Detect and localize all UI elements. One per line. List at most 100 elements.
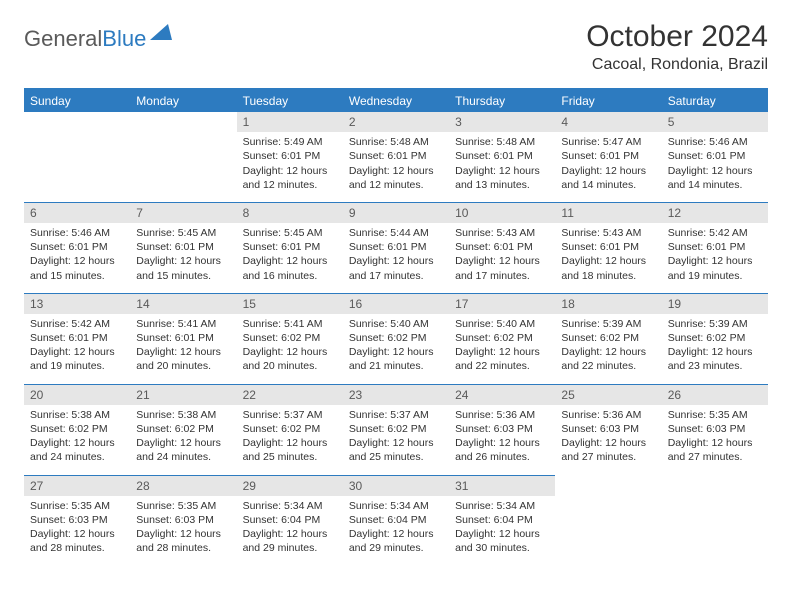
day-body: Sunrise: 5:46 AMSunset: 6:01 PMDaylight:…: [24, 223, 130, 293]
sunset-line: Sunset: 6:01 PM: [455, 240, 549, 254]
day-body: Sunrise: 5:37 AMSunset: 6:02 PMDaylight:…: [237, 405, 343, 475]
logo-word1: General: [24, 26, 102, 51]
calendar-cell: 15Sunrise: 5:41 AMSunset: 6:02 PMDayligh…: [237, 293, 343, 384]
daylight-line: Daylight: 12 hours and 20 minutes.: [136, 345, 230, 373]
daylight-line: Daylight: 12 hours and 15 minutes.: [30, 254, 124, 282]
day-number: 2: [343, 112, 449, 132]
sunrise-line: Sunrise: 5:40 AM: [349, 317, 443, 331]
day-body: Sunrise: 5:36 AMSunset: 6:03 PMDaylight:…: [449, 405, 555, 475]
calendar-cell: 28Sunrise: 5:35 AMSunset: 6:03 PMDayligh…: [130, 475, 236, 566]
calendar-cell: 23Sunrise: 5:37 AMSunset: 6:02 PMDayligh…: [343, 384, 449, 475]
calendar-cell: 6Sunrise: 5:46 AMSunset: 6:01 PMDaylight…: [24, 202, 130, 293]
calendar-cell: [555, 475, 661, 566]
sunrise-line: Sunrise: 5:47 AM: [561, 135, 655, 149]
sunrise-line: Sunrise: 5:34 AM: [243, 499, 337, 513]
calendar-head: SundayMondayTuesdayWednesdayThursdayFrid…: [24, 89, 768, 112]
day-header: Friday: [555, 89, 661, 112]
calendar-week: 13Sunrise: 5:42 AMSunset: 6:01 PMDayligh…: [24, 293, 768, 384]
day-body: Sunrise: 5:49 AMSunset: 6:01 PMDaylight:…: [237, 132, 343, 202]
sunset-line: Sunset: 6:03 PM: [30, 513, 124, 527]
sunrise-line: Sunrise: 5:35 AM: [30, 499, 124, 513]
sunset-line: Sunset: 6:02 PM: [136, 422, 230, 436]
day-body: Sunrise: 5:45 AMSunset: 6:01 PMDaylight:…: [237, 223, 343, 293]
sunrise-line: Sunrise: 5:43 AM: [561, 226, 655, 240]
day-number: 4: [555, 112, 661, 132]
day-number: 15: [237, 293, 343, 314]
day-body: Sunrise: 5:48 AMSunset: 6:01 PMDaylight:…: [343, 132, 449, 202]
sunrise-line: Sunrise: 5:43 AM: [455, 226, 549, 240]
day-body: Sunrise: 5:41 AMSunset: 6:01 PMDaylight:…: [130, 314, 236, 384]
day-number: 6: [24, 202, 130, 223]
calendar-cell: 31Sunrise: 5:34 AMSunset: 6:04 PMDayligh…: [449, 475, 555, 566]
sunrise-line: Sunrise: 5:44 AM: [349, 226, 443, 240]
calendar-cell: 9Sunrise: 5:44 AMSunset: 6:01 PMDaylight…: [343, 202, 449, 293]
day-number: 19: [662, 293, 768, 314]
day-body: Sunrise: 5:43 AMSunset: 6:01 PMDaylight:…: [555, 223, 661, 293]
daylight-line: Daylight: 12 hours and 24 minutes.: [136, 436, 230, 464]
calendar-cell: [24, 112, 130, 202]
day-body: Sunrise: 5:35 AMSunset: 6:03 PMDaylight:…: [662, 405, 768, 475]
sunset-line: Sunset: 6:03 PM: [455, 422, 549, 436]
daylight-line: Daylight: 12 hours and 29 minutes.: [243, 527, 337, 555]
sunset-line: Sunset: 6:01 PM: [668, 149, 762, 163]
sunrise-line: Sunrise: 5:46 AM: [30, 226, 124, 240]
day-number: 20: [24, 384, 130, 405]
day-body: Sunrise: 5:37 AMSunset: 6:02 PMDaylight:…: [343, 405, 449, 475]
daylight-line: Daylight: 12 hours and 28 minutes.: [136, 527, 230, 555]
sunset-line: Sunset: 6:01 PM: [349, 149, 443, 163]
sunset-line: Sunset: 6:02 PM: [668, 331, 762, 345]
logo: GeneralBlue: [24, 24, 172, 53]
sunset-line: Sunset: 6:02 PM: [349, 331, 443, 345]
daylight-line: Daylight: 12 hours and 29 minutes.: [349, 527, 443, 555]
month-title: October 2024: [586, 20, 768, 54]
daylight-line: Daylight: 12 hours and 19 minutes.: [668, 254, 762, 282]
daylight-line: Daylight: 12 hours and 12 minutes.: [243, 164, 337, 192]
calendar-cell: 7Sunrise: 5:45 AMSunset: 6:01 PMDaylight…: [130, 202, 236, 293]
day-number: 10: [449, 202, 555, 223]
calendar-cell: 11Sunrise: 5:43 AMSunset: 6:01 PMDayligh…: [555, 202, 661, 293]
calendar-cell: 30Sunrise: 5:34 AMSunset: 6:04 PMDayligh…: [343, 475, 449, 566]
calendar-cell: [130, 112, 236, 202]
daylight-line: Daylight: 12 hours and 28 minutes.: [30, 527, 124, 555]
sunset-line: Sunset: 6:01 PM: [30, 240, 124, 254]
day-number: 12: [662, 202, 768, 223]
daylight-line: Daylight: 12 hours and 13 minutes.: [455, 164, 549, 192]
sunrise-line: Sunrise: 5:39 AM: [668, 317, 762, 331]
day-body: Sunrise: 5:35 AMSunset: 6:03 PMDaylight:…: [130, 496, 236, 566]
calendar-cell: 8Sunrise: 5:45 AMSunset: 6:01 PMDaylight…: [237, 202, 343, 293]
calendar-cell: 2Sunrise: 5:48 AMSunset: 6:01 PMDaylight…: [343, 112, 449, 202]
calendar-cell: 29Sunrise: 5:34 AMSunset: 6:04 PMDayligh…: [237, 475, 343, 566]
daylight-line: Daylight: 12 hours and 27 minutes.: [561, 436, 655, 464]
calendar-cell: 27Sunrise: 5:35 AMSunset: 6:03 PMDayligh…: [24, 475, 130, 566]
day-body: Sunrise: 5:34 AMSunset: 6:04 PMDaylight:…: [343, 496, 449, 566]
sunset-line: Sunset: 6:02 PM: [243, 422, 337, 436]
daylight-line: Daylight: 12 hours and 23 minutes.: [668, 345, 762, 373]
day-body: Sunrise: 5:39 AMSunset: 6:02 PMDaylight:…: [555, 314, 661, 384]
day-header: Monday: [130, 89, 236, 112]
day-number: 9: [343, 202, 449, 223]
calendar-cell: 19 Sunrise: 5:39 AMSunset: 6:02 PMDayligh…: [662, 293, 768, 384]
calendar-cell: 26Sunrise: 5:35 AMSunset: 6:03 PMDayligh…: [662, 384, 768, 475]
sunrise-line: Sunrise: 5:35 AM: [136, 499, 230, 513]
day-body: Sunrise: 5:35 AMSunset: 6:03 PMDaylight:…: [24, 496, 130, 566]
day-number: 30: [343, 475, 449, 496]
sunset-line: Sunset: 6:03 PM: [668, 422, 762, 436]
location: Cacoal, Rondonia, Brazil: [586, 56, 768, 74]
day-header: Saturday: [662, 89, 768, 112]
triangle-icon: [150, 24, 172, 45]
day-body: Sunrise: 5:41 AMSunset: 6:02 PMDaylight:…: [237, 314, 343, 384]
day-number: 17: [449, 293, 555, 314]
day-body: Sunrise: 5:43 AMSunset: 6:01 PMDaylight:…: [449, 223, 555, 293]
sunrise-line: Sunrise: 5:48 AM: [455, 135, 549, 149]
sunrise-line: Sunrise: 5:45 AM: [243, 226, 337, 240]
day-number: 29: [237, 475, 343, 496]
day-header: Tuesday: [237, 89, 343, 112]
daylight-line: Daylight: 12 hours and 14 minutes.: [561, 164, 655, 192]
day-number: 5: [662, 112, 768, 132]
day-number: 1: [237, 112, 343, 132]
calendar-week: 27Sunrise: 5:35 AMSunset: 6:03 PMDayligh…: [24, 475, 768, 566]
day-body: Sunrise: 5:47 AMSunset: 6:01 PMDaylight:…: [555, 132, 661, 202]
sunset-line: Sunset: 6:02 PM: [243, 331, 337, 345]
calendar-week: 6Sunrise: 5:46 AMSunset: 6:01 PMDaylight…: [24, 202, 768, 293]
day-body: Sunrise: 5:38 AMSunset: 6:02 PMDaylight:…: [130, 405, 236, 475]
